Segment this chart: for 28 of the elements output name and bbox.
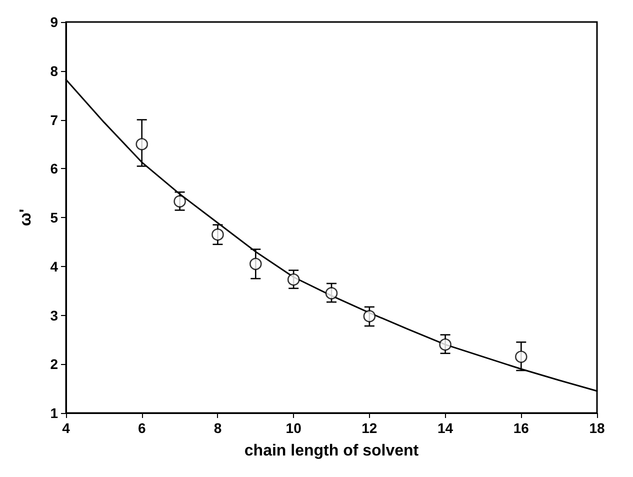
x-tick-label: 14 — [437, 420, 454, 436]
x-axis-title: chain length of solvent — [244, 442, 420, 460]
x-tick-label: 8 — [214, 420, 222, 436]
y-tick-label: 9 — [50, 14, 58, 30]
x-tick-label: 16 — [513, 420, 530, 436]
point — [439, 338, 452, 351]
point — [325, 287, 338, 300]
point — [250, 258, 262, 270]
point — [136, 138, 148, 150]
x-tick-label: 6 — [138, 420, 146, 436]
x-tick-label: 10 — [286, 420, 302, 436]
point — [212, 228, 224, 241]
y-tick-label: 4 — [50, 258, 58, 274]
y-tick-label: 8 — [50, 62, 58, 79]
point — [363, 310, 376, 322]
y-tick-label: 5 — [50, 210, 58, 226]
y-tick-label: 6 — [50, 160, 58, 177]
x-tick-label: 12 — [362, 420, 378, 436]
point — [515, 350, 528, 363]
y-tick-label: 3 — [50, 307, 58, 324]
y-tick-label: 2 — [50, 356, 58, 372]
point — [287, 273, 300, 286]
x-tick-label: 18 — [589, 420, 605, 436]
point — [174, 195, 186, 208]
y-tick-label: 7 — [50, 112, 58, 128]
y-axis-title: ω' — [18, 208, 34, 226]
y-tick-label: 1 — [50, 405, 58, 421]
x-tick-label: 4 — [62, 420, 70, 436]
